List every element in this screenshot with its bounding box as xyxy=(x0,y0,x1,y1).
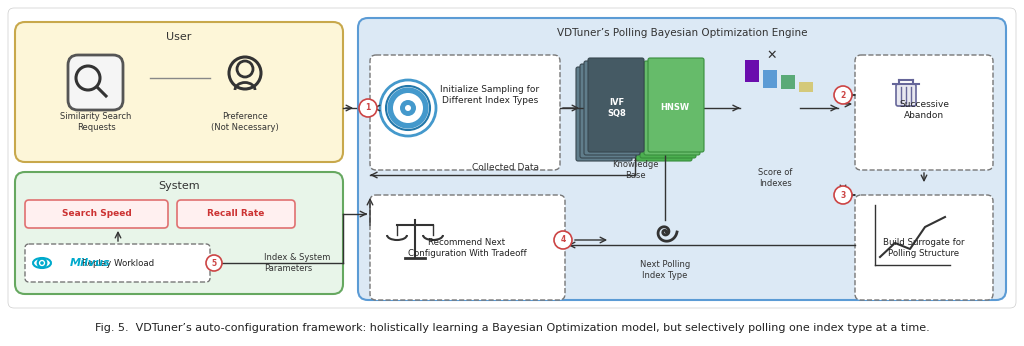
FancyBboxPatch shape xyxy=(358,18,1006,300)
Text: 1: 1 xyxy=(366,103,371,112)
Circle shape xyxy=(39,260,45,266)
FancyBboxPatch shape xyxy=(648,58,705,152)
Text: Knowledge
Base: Knowledge Base xyxy=(611,160,658,180)
FancyBboxPatch shape xyxy=(370,195,565,300)
Bar xyxy=(745,60,759,82)
Text: Successive
Abandon: Successive Abandon xyxy=(899,100,949,120)
Text: User: User xyxy=(166,32,191,42)
Circle shape xyxy=(554,231,572,249)
Bar xyxy=(781,75,795,89)
Text: System: System xyxy=(158,181,200,191)
FancyBboxPatch shape xyxy=(644,61,700,155)
FancyBboxPatch shape xyxy=(25,244,210,282)
Text: Next Polling
Index Type: Next Polling Index Type xyxy=(640,260,690,280)
FancyBboxPatch shape xyxy=(370,55,560,170)
FancyBboxPatch shape xyxy=(68,55,123,110)
FancyBboxPatch shape xyxy=(8,8,1016,308)
FancyBboxPatch shape xyxy=(640,64,696,158)
Text: Recall Rate: Recall Rate xyxy=(207,209,264,219)
FancyBboxPatch shape xyxy=(15,172,343,294)
Circle shape xyxy=(834,186,852,204)
Text: 2: 2 xyxy=(841,91,846,100)
Text: Milvus: Milvus xyxy=(70,258,111,268)
FancyBboxPatch shape xyxy=(15,22,343,162)
FancyBboxPatch shape xyxy=(584,61,640,155)
Text: Build Surrogate for
Polling Structure: Build Surrogate for Polling Structure xyxy=(884,238,965,258)
Circle shape xyxy=(400,100,416,116)
Circle shape xyxy=(386,86,430,130)
Text: Preference
(Not Necessary): Preference (Not Necessary) xyxy=(211,112,279,132)
Text: Initialize Sampling for
Different Index Types: Initialize Sampling for Different Index … xyxy=(440,85,540,105)
Text: Score of
Indexes: Score of Indexes xyxy=(758,168,793,188)
FancyBboxPatch shape xyxy=(177,200,295,228)
Text: 4: 4 xyxy=(560,236,565,245)
Text: Replay Workload: Replay Workload xyxy=(82,258,154,267)
Circle shape xyxy=(406,105,411,111)
Text: Fig. 5.  VDTuner’s auto-configuration framework: holistically learning a Bayesia: Fig. 5. VDTuner’s auto-configuration fra… xyxy=(94,323,930,333)
FancyBboxPatch shape xyxy=(636,67,692,161)
Text: Collected Data: Collected Data xyxy=(471,164,539,173)
Text: Similarity Search
Requests: Similarity Search Requests xyxy=(60,112,132,132)
Circle shape xyxy=(37,258,47,268)
Bar xyxy=(799,82,813,92)
Text: Recommend Next
Configuration With Tradeoff: Recommend Next Configuration With Tradeo… xyxy=(408,238,526,258)
Text: HNSW: HNSW xyxy=(660,103,689,112)
Text: Index & System
Parameters: Index & System Parameters xyxy=(264,253,331,273)
Text: VDTuner’s Polling Bayesian Optimization Engine: VDTuner’s Polling Bayesian Optimization … xyxy=(557,28,807,38)
FancyBboxPatch shape xyxy=(25,200,168,228)
FancyBboxPatch shape xyxy=(575,67,632,161)
FancyBboxPatch shape xyxy=(896,84,916,106)
FancyBboxPatch shape xyxy=(855,55,993,170)
Text: 5: 5 xyxy=(211,258,216,267)
Text: Search Speed: Search Speed xyxy=(62,209,132,219)
Bar xyxy=(763,70,777,88)
Text: ✕: ✕ xyxy=(767,48,777,62)
FancyBboxPatch shape xyxy=(588,58,644,152)
Text: ...: ... xyxy=(630,153,640,163)
Text: IVF
SQ8: IVF SQ8 xyxy=(607,98,627,118)
Circle shape xyxy=(359,99,377,117)
FancyBboxPatch shape xyxy=(855,195,993,300)
Circle shape xyxy=(40,261,44,265)
Circle shape xyxy=(834,86,852,104)
Circle shape xyxy=(393,93,423,123)
FancyBboxPatch shape xyxy=(580,64,636,158)
Circle shape xyxy=(206,255,222,271)
Text: 3: 3 xyxy=(841,191,846,200)
